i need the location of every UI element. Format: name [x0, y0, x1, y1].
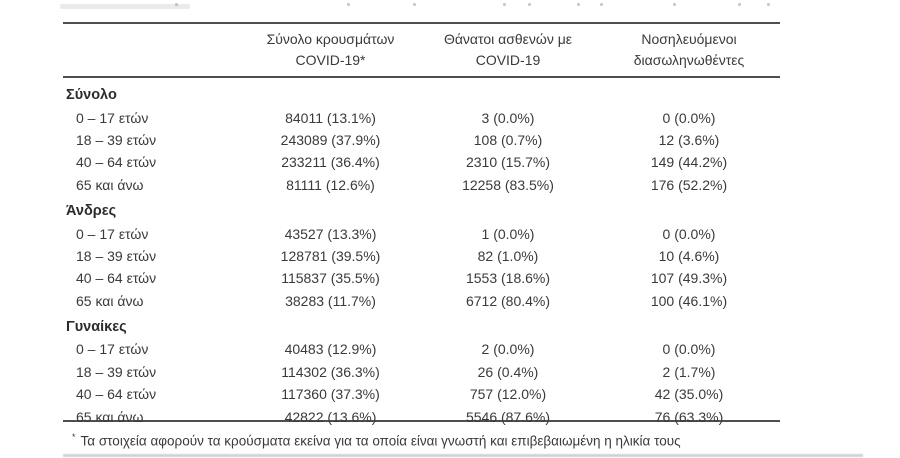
column-header-cases: Σύνολο κρουσμάτων COVID-19* — [243, 24, 418, 76]
column-header-cases-line1: Σύνολο κρουσμάτων — [266, 31, 395, 47]
table-row: 40 – 64 ετών 233211 (36.4%) 2310 (15.7%)… — [63, 151, 780, 173]
section-header-men: Άνδρες — [63, 200, 780, 222]
intubated-value: 10 (4.6%) — [658, 247, 720, 264]
cropped-text-artifact — [738, 3, 741, 6]
age-group-label: 65 και άνω — [76, 292, 144, 309]
deaths-value: 1 (0.0%) — [481, 225, 535, 242]
deaths-value: 82 (1.0%) — [477, 247, 539, 264]
age-group-label: 18 – 39 ετών — [76, 131, 157, 148]
age-group-label: 0 – 17 ετών — [76, 341, 149, 358]
age-group-label: 65 και άνω — [76, 408, 144, 425]
cropped-text-artifact — [528, 3, 531, 6]
footnote: * Τα στοιχεία αφορούν τα κρούσματα εκείνα… — [63, 432, 823, 449]
column-header-cases-line2: COVID-19* — [295, 52, 366, 68]
cropped-title-remnants — [0, 0, 900, 10]
column-header-deaths: Θάνατοι ασθενών με COVID-19 — [418, 24, 598, 76]
intubated-value: 0 (0.0%) — [662, 225, 716, 242]
table-row: 0 – 17 ετών 40483 (12.9%) 2 (0.0%) 0 (0.… — [63, 338, 780, 360]
cases-value: 42822 (13.6%) — [284, 408, 377, 425]
cases-value: 117360 (37.3%) — [281, 386, 380, 403]
cropped-text-artifact — [347, 3, 350, 6]
cases-value: 115837 (35.5%) — [281, 270, 380, 287]
age-group-label: 40 – 64 ετών — [76, 270, 157, 287]
table-row: 0 – 17 ετών 43527 (13.3%) 1 (0.0%) 0 (0.… — [63, 222, 780, 244]
cropped-text-artifact — [175, 3, 178, 6]
footnote-asterisk: * — [72, 432, 76, 442]
section-title: Άνδρες — [66, 203, 117, 220]
cases-value: 243089 (37.9%) — [280, 131, 381, 148]
deaths-value: 1553 (18.6%) — [465, 270, 551, 287]
deaths-value: 3 (0.0%) — [481, 109, 535, 126]
cropped-second-footnote-artifact — [63, 454, 863, 457]
cropped-text-artifact — [600, 3, 603, 6]
table-header-row: Σύνολο κρουσμάτων COVID-19* Θάνατοι ασθε… — [63, 22, 780, 78]
age-group-label: 18 – 39 ετών — [76, 247, 157, 264]
intubated-value: 176 (52.2%) — [650, 176, 728, 193]
intubated-value: 0 (0.0%) — [662, 341, 716, 358]
table-row: 0 – 17 ετών 84011 (13.1%) 3 (0.0%) 0 (0.… — [63, 106, 780, 128]
cropped-text-artifact — [673, 3, 676, 6]
section-header-total: Σύνολο — [63, 84, 780, 106]
cropped-text-artifact — [577, 3, 580, 6]
cropped-text-artifact — [60, 4, 190, 9]
deaths-value: 6712 (80.4%) — [465, 292, 551, 309]
cases-value: 84011 (13.1%) — [285, 109, 376, 126]
cases-value: 233211 (36.4%) — [281, 154, 380, 171]
age-group-label: 0 – 17 ετών — [76, 109, 149, 126]
cases-value: 128781 (39.5%) — [280, 247, 381, 264]
deaths-value: 757 (12.0%) — [469, 386, 547, 403]
column-header-intubated: Νοσηλευόμενοι διασωληνωθέντες — [598, 24, 780, 76]
deaths-value: 2 (0.0%) — [481, 341, 535, 358]
row-label-column-header — [63, 24, 243, 76]
intubated-value: 2 (1.7%) — [662, 363, 716, 380]
covid-age-distribution-table: Σύνολο κρουσμάτων COVID-19* Θάνατοι ασθε… — [63, 22, 780, 425]
cropped-text-artifact — [767, 3, 770, 6]
cases-value: 43527 (13.3%) — [284, 225, 377, 242]
intubated-value: 100 (46.1%) — [650, 292, 728, 309]
table-row: 40 – 64 ετών 115837 (35.5%) 1553 (18.6%)… — [63, 267, 780, 289]
table-row: 65 και άνω 42822 (13.6%) 5546 (87.6%) 76… — [63, 405, 780, 427]
section-header-women: Γυναίκες — [63, 316, 780, 338]
column-header-intubated-line1: Νοσηλευόμενοι — [641, 31, 737, 47]
column-header-intubated-line2: διασωληνωθέντες — [633, 52, 745, 68]
cases-value: 38283 (11.7%) — [285, 292, 376, 309]
cases-value: 114302 (36.3%) — [281, 363, 380, 380]
table-row: 18 – 39 ετών 114302 (36.3%) 26 (0.4%) 2 … — [63, 361, 780, 383]
table-row: 40 – 64 ετών 117360 (37.3%) 757 (12.0%) … — [63, 383, 780, 405]
footnote-text: Τα στοιχεία αφορούν τα κρούσματα εκείνα … — [80, 433, 681, 449]
section-title: Σύνολο — [66, 87, 117, 104]
intubated-value: 107 (49.3%) — [650, 270, 728, 287]
deaths-value: 5546 (87.6%) — [465, 408, 551, 425]
intubated-value: 0 (0.0%) — [662, 109, 716, 126]
section-title: Γυναίκες — [66, 319, 127, 336]
table-row: 18 – 39 ετών 243089 (37.9%) 108 (0.7%) 1… — [63, 129, 780, 151]
intubated-value: 12 (3.6%) — [658, 131, 720, 148]
intubated-value: 76 (63.3%) — [654, 408, 724, 425]
column-header-deaths-line1: Θάνατοι ασθενών με — [443, 31, 573, 47]
table-row: 65 και άνω 81111 (12.6%) 12258 (83.5%) 1… — [63, 174, 780, 196]
table-row: 18 – 39 ετών 128781 (39.5%) 82 (1.0%) 10… — [63, 245, 780, 267]
deaths-value: 26 (0.4%) — [477, 363, 539, 380]
table-row: 65 και άνω 38283 (11.7%) 6712 (80.4%) 10… — [63, 290, 780, 312]
cropped-text-artifact — [413, 3, 416, 6]
intubated-value: 149 (44.2%) — [650, 154, 728, 171]
age-group-label: 0 – 17 ετών — [76, 225, 149, 242]
cases-value: 81111 (12.6%) — [286, 176, 375, 193]
age-group-label: 40 – 64 ετών — [76, 386, 157, 403]
deaths-value: 108 (0.7%) — [473, 131, 543, 148]
cases-value: 40483 (12.9%) — [284, 341, 377, 358]
cropped-text-artifact — [503, 3, 506, 6]
column-header-deaths-line2: COVID-19 — [475, 52, 541, 68]
deaths-value: 2310 (15.7%) — [465, 154, 551, 171]
deaths-value: 12258 (83.5%) — [462, 176, 554, 193]
intubated-value: 42 (35.0%) — [654, 386, 724, 403]
age-group-label: 65 και άνω — [76, 176, 144, 193]
age-group-label: 40 – 64 ετών — [76, 154, 157, 171]
age-group-label: 18 – 39 ετών — [76, 363, 157, 380]
table-body: Σύνολο 0 – 17 ετών 84011 (13.1%) 3 (0.0%… — [63, 78, 780, 425]
